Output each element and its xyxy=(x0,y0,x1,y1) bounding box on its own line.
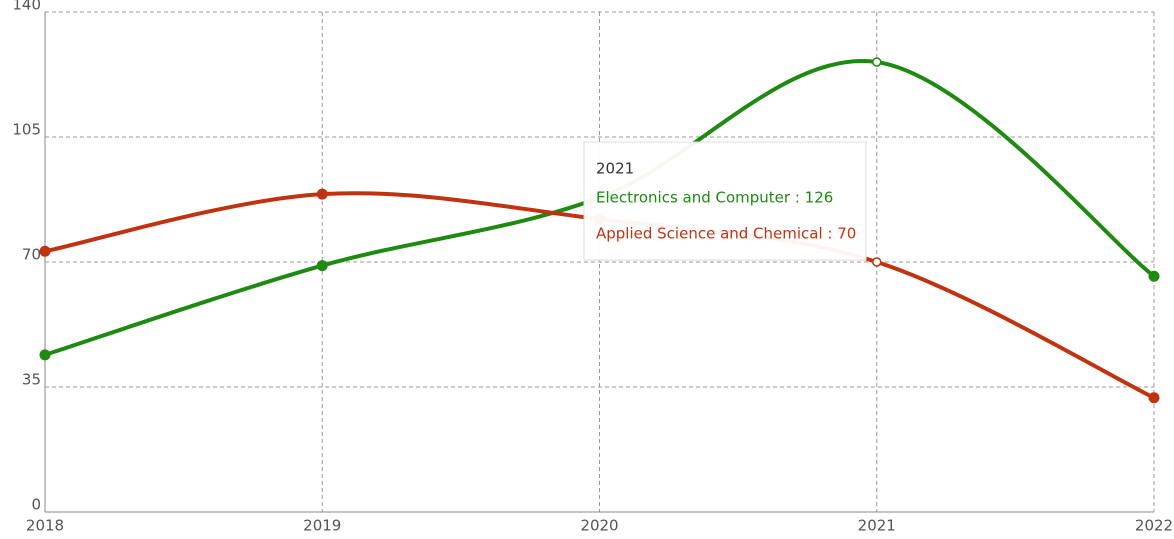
x-tick-label: 2021 xyxy=(858,517,896,535)
tooltip-item: Applied Science and Chemical : 70 xyxy=(596,225,856,243)
point xyxy=(872,57,882,67)
x-tick-label: 2018 xyxy=(26,517,64,535)
point xyxy=(1148,392,1160,404)
y-tick-label: 35 xyxy=(22,371,41,389)
y-tick-label: 140 xyxy=(12,0,41,14)
x-tick-label: 2022 xyxy=(1135,517,1173,535)
point xyxy=(39,349,51,361)
tooltip-title: 2021 xyxy=(596,160,634,178)
y-tick-label: 0 xyxy=(31,496,41,514)
point xyxy=(39,245,51,257)
y-tick-label: 105 xyxy=(12,121,41,139)
tooltip: 2021 Electronics and Computer : 126 Applie… xyxy=(583,141,867,261)
point xyxy=(872,257,882,267)
point xyxy=(316,188,328,200)
tooltip-box xyxy=(583,141,867,261)
point xyxy=(1148,270,1160,282)
tooltip-item: Electronics and Computer : 126 xyxy=(596,189,833,207)
y-tick-label: 70 xyxy=(22,246,41,264)
x-tick-label: 2020 xyxy=(580,517,618,535)
point xyxy=(316,260,328,272)
x-tick-label: 2019 xyxy=(303,517,341,535)
